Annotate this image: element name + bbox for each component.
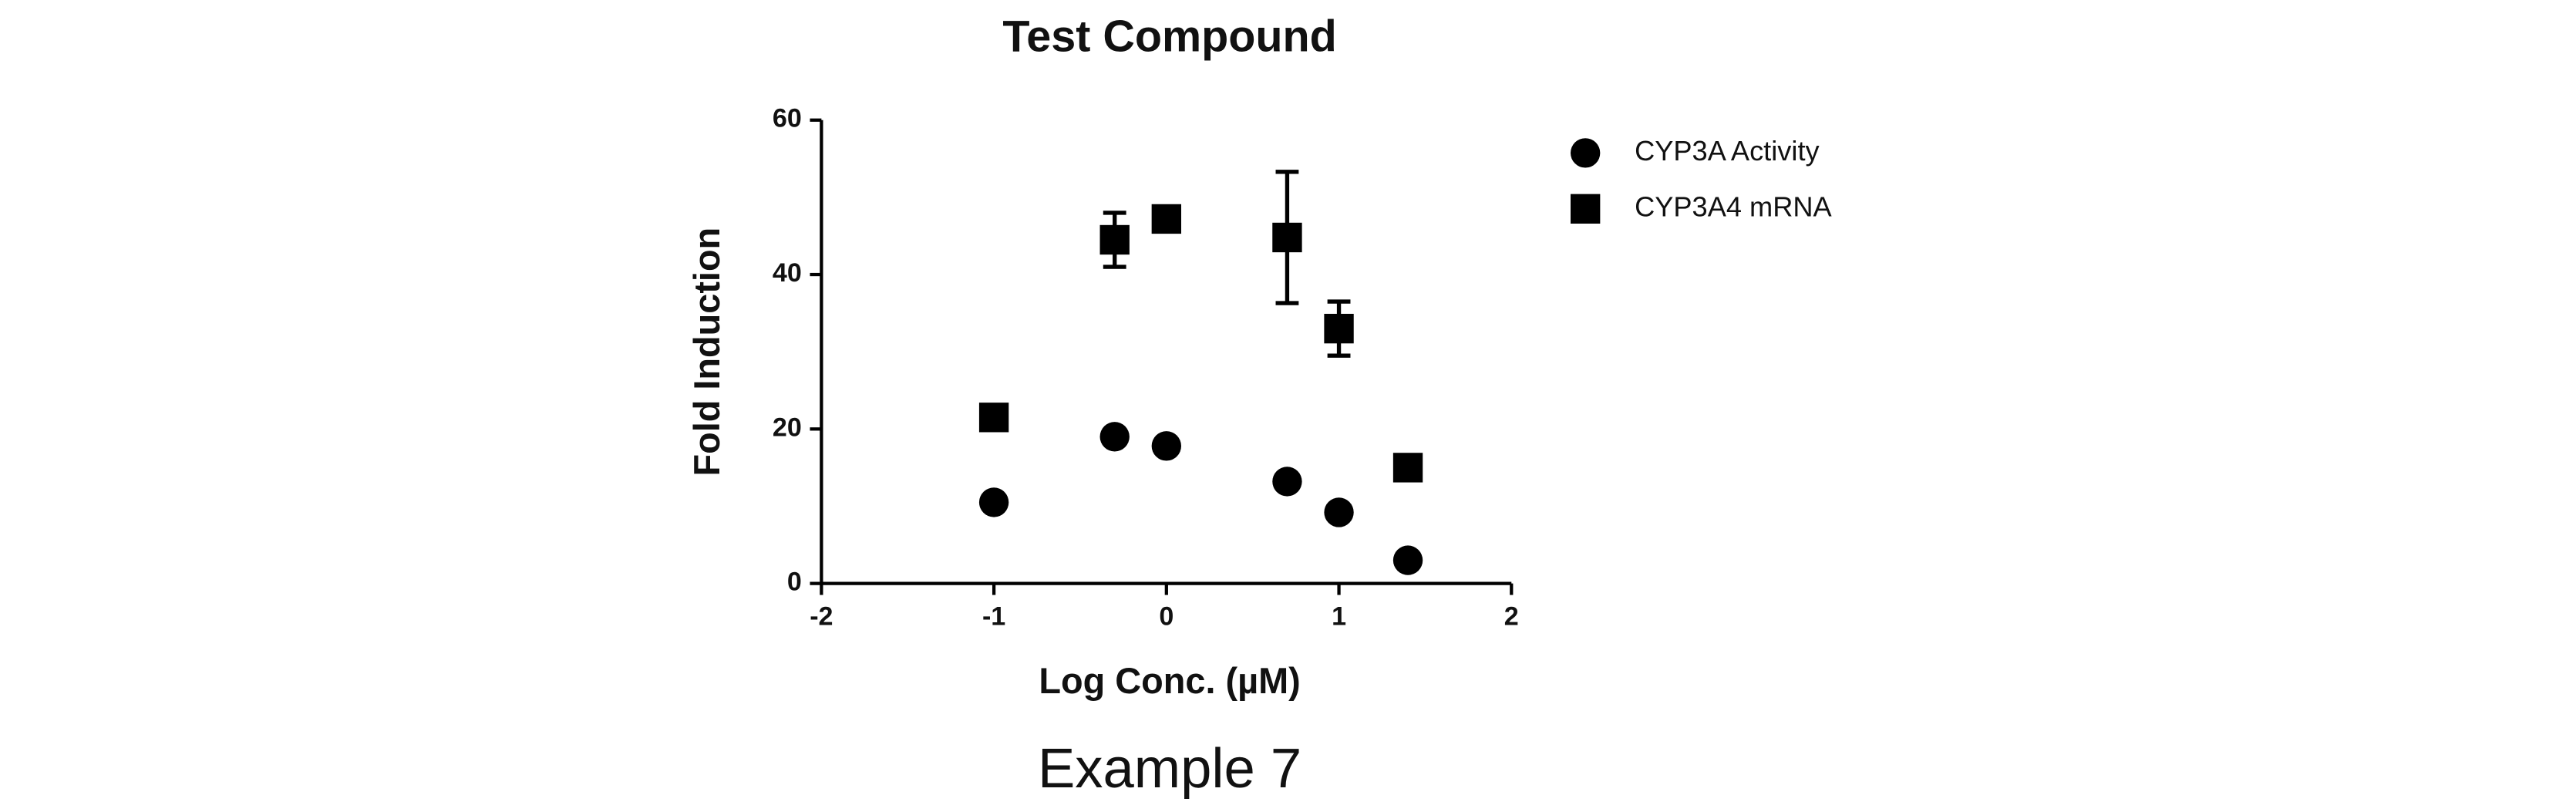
point (1099, 224, 1130, 255)
point (1151, 204, 1182, 234)
y-axis-label: Fold Induction (687, 227, 727, 477)
chart-title: Test Compound (1002, 12, 1336, 62)
caption: Example 7 (1038, 737, 1301, 800)
x-tick-label: -2 (810, 601, 833, 631)
point (1272, 222, 1302, 253)
x-tick-label: 0 (1159, 601, 1174, 631)
legend-label: CYP3A4 mRNA (1635, 190, 1832, 222)
y-tick-label: 60 (773, 104, 802, 133)
point (1099, 422, 1130, 452)
point (1324, 313, 1354, 344)
point (1392, 453, 1423, 483)
legend-marker (1570, 194, 1601, 224)
x-tick-label: -1 (982, 601, 1005, 631)
x-tick-label: 1 (1332, 601, 1346, 631)
point (1151, 431, 1182, 461)
y-tick-label: 20 (773, 413, 802, 442)
y-tick-label: 40 (773, 258, 802, 288)
point (1392, 545, 1423, 575)
point (978, 403, 1009, 433)
point (1272, 467, 1302, 497)
y-tick-label: 0 (787, 568, 802, 597)
point (1324, 497, 1354, 527)
x-tick-label: 2 (1504, 601, 1519, 631)
legend-marker (1570, 138, 1601, 168)
x-axis-label: Log Conc. (µM) (1039, 661, 1300, 701)
legend-label: CYP3A Activity (1635, 135, 1820, 167)
point (978, 487, 1009, 517)
